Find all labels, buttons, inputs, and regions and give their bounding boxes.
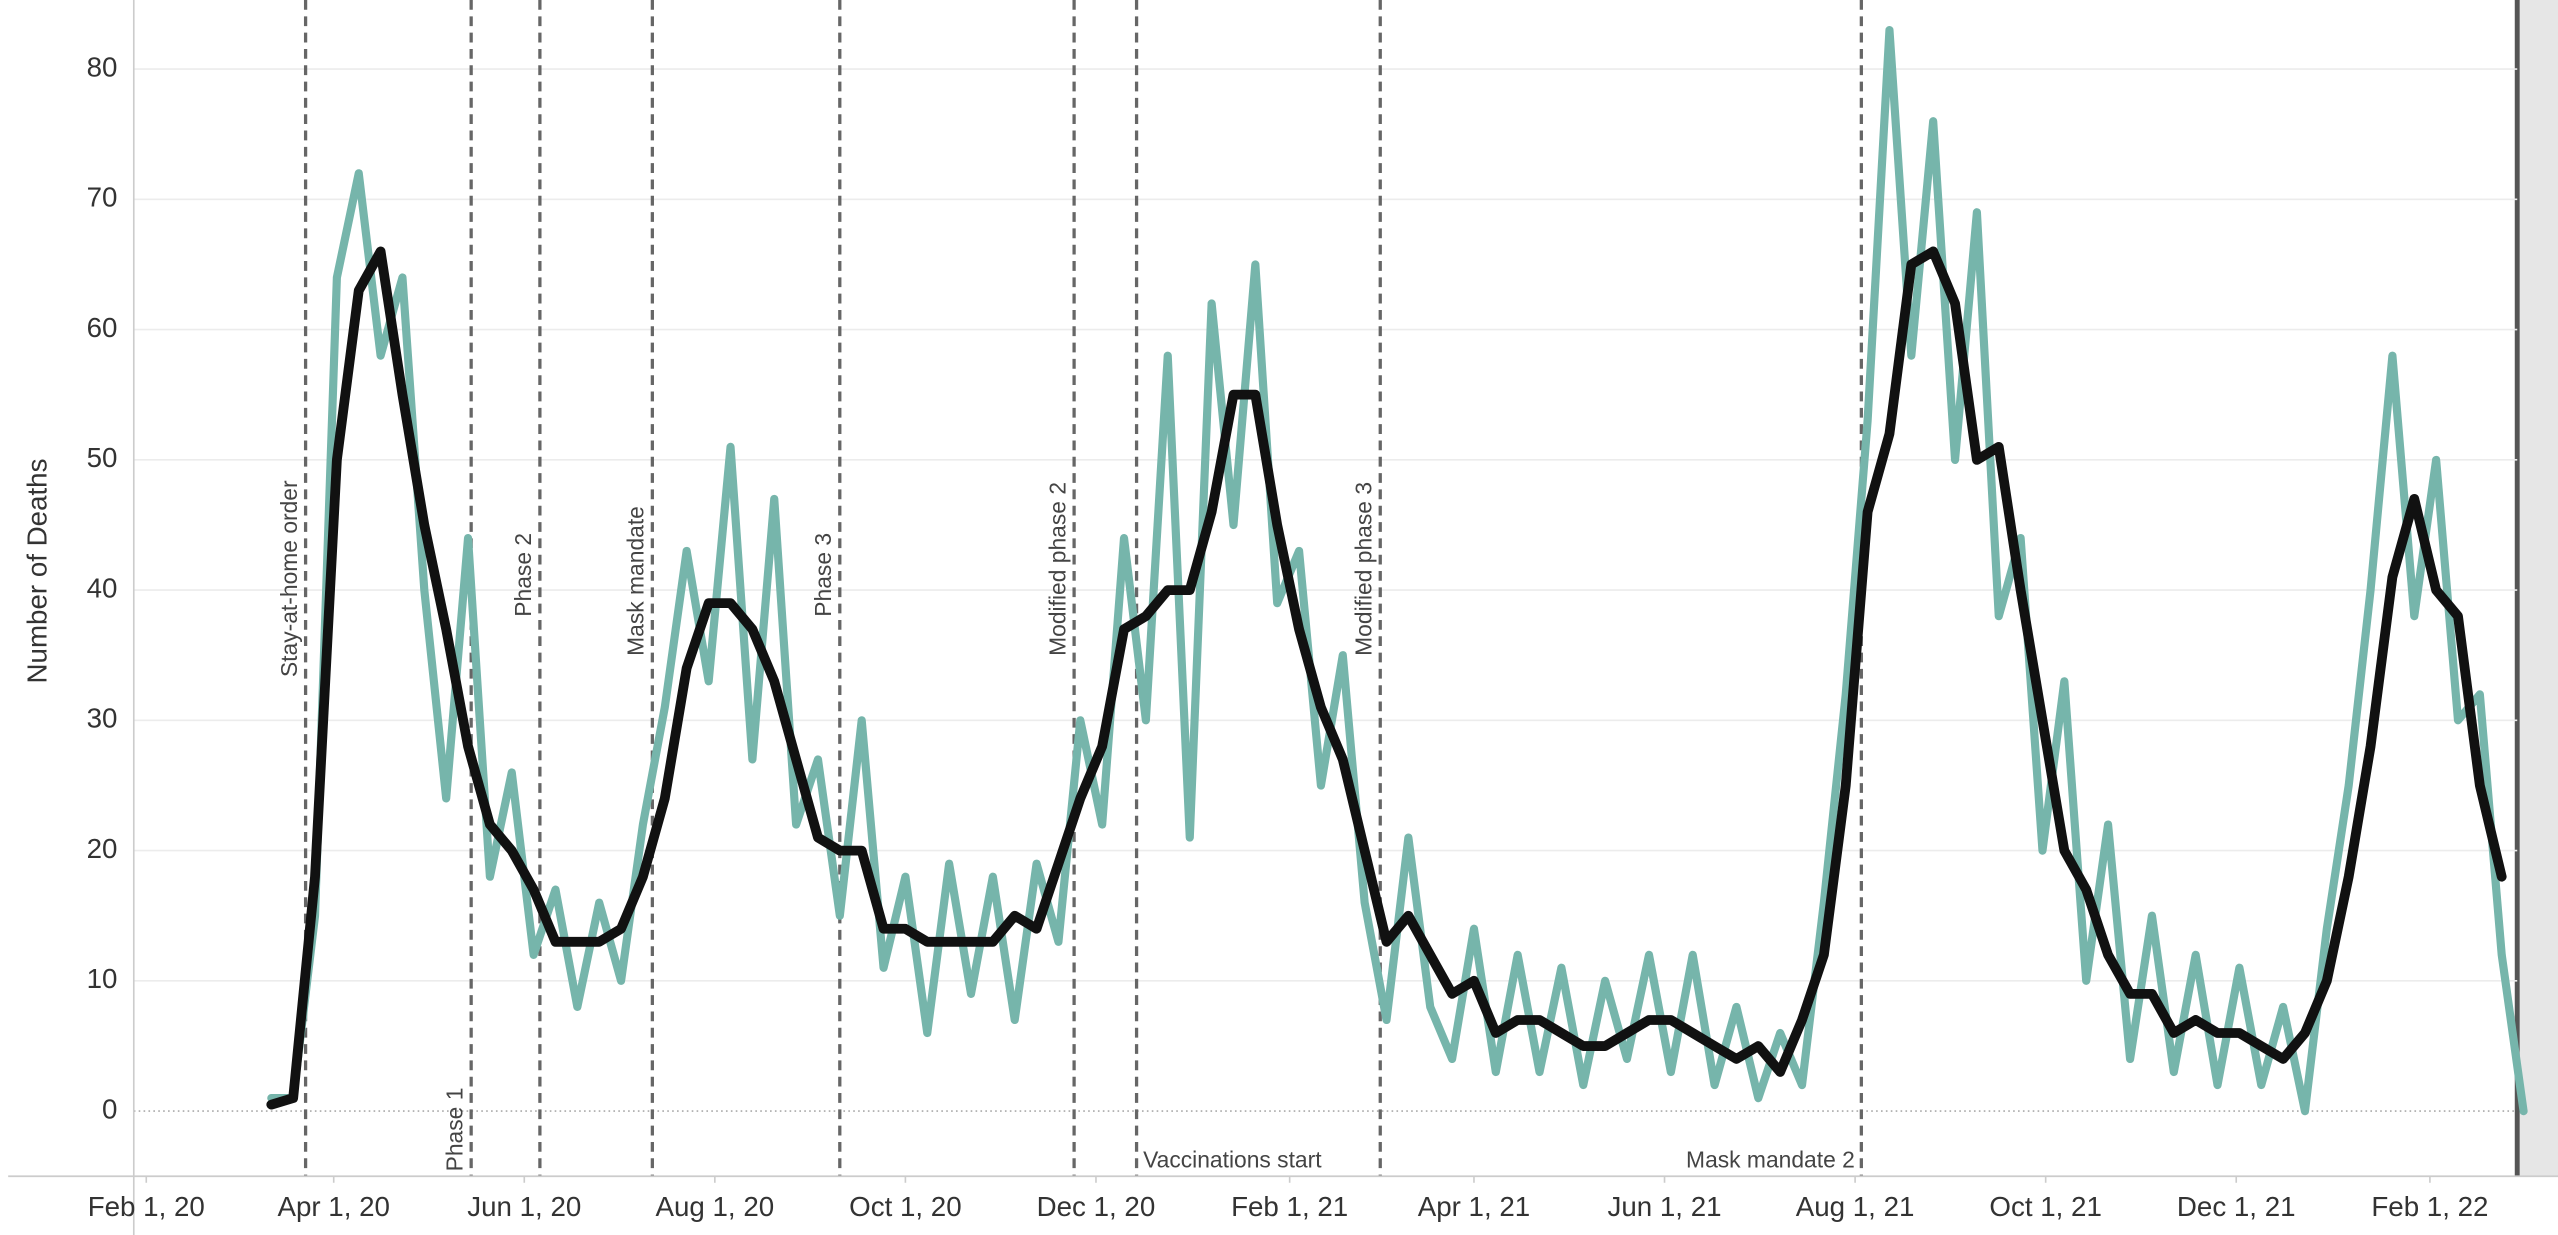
x-tick-label: Oct 1, 20	[849, 1191, 961, 1222]
x-tick-label: Apr 1, 20	[277, 1191, 390, 1222]
event-label: Mask mandate	[623, 506, 649, 656]
series-line	[266, 246, 2507, 1110]
event-label: Modified phase 2	[1044, 482, 1070, 656]
y-tick-label: 10	[87, 963, 118, 994]
series-line	[267, 25, 2528, 1116]
x-tick-label: Jun 1, 20	[467, 1191, 581, 1222]
x-tick-label: Jun 1, 21	[1608, 1191, 1722, 1222]
y-tick-label: 70	[87, 182, 118, 213]
event-label: Mask mandate 2	[1686, 1147, 1855, 1173]
x-tick-label: Dec 1, 21	[2177, 1191, 2296, 1222]
x-tick-label: Feb 1, 22	[2371, 1191, 2488, 1222]
event-label: Modified phase 3	[1351, 482, 1377, 656]
events	[303, 0, 1863, 1177]
x-tick-label: Apr 1, 21	[1418, 1191, 1531, 1222]
y-tick-label: 60	[87, 312, 118, 343]
y-tick-label: 0	[102, 1093, 117, 1124]
x-tick-label: Aug 1, 20	[656, 1191, 775, 1222]
lines	[266, 25, 2528, 1116]
y-tick-label: 80	[87, 51, 118, 82]
event-label: Phase 2	[510, 533, 536, 617]
y-tick-label: 30	[87, 703, 118, 734]
y-tick-label: 20	[87, 833, 118, 864]
y-axis-title: Number of Deaths	[21, 459, 52, 684]
event-label: Stay-at-home order	[276, 480, 302, 677]
x-tick-label: Dec 1, 20	[1037, 1191, 1156, 1222]
shaded-region	[2517, 0, 2558, 1177]
event-label: Phase 3	[810, 533, 836, 617]
x-tick-label: Feb 1, 20	[88, 1191, 205, 1222]
event-label: Vaccinations start	[1143, 1147, 1322, 1173]
y-tick-label: 40	[87, 572, 118, 603]
x-tick-label: Aug 1, 21	[1796, 1191, 1915, 1222]
x-tick-label: Oct 1, 21	[1989, 1191, 2101, 1222]
x-tick-label: Feb 1, 21	[1231, 1191, 1348, 1222]
labels: 0 10 20 30 40 50 60 70 80 Feb 1, 20 Apr 1, 20 Jun 1…	[87, 51, 2489, 1222]
y-tick-label: 50	[87, 442, 118, 473]
event-label: Phase 1	[442, 1088, 468, 1172]
